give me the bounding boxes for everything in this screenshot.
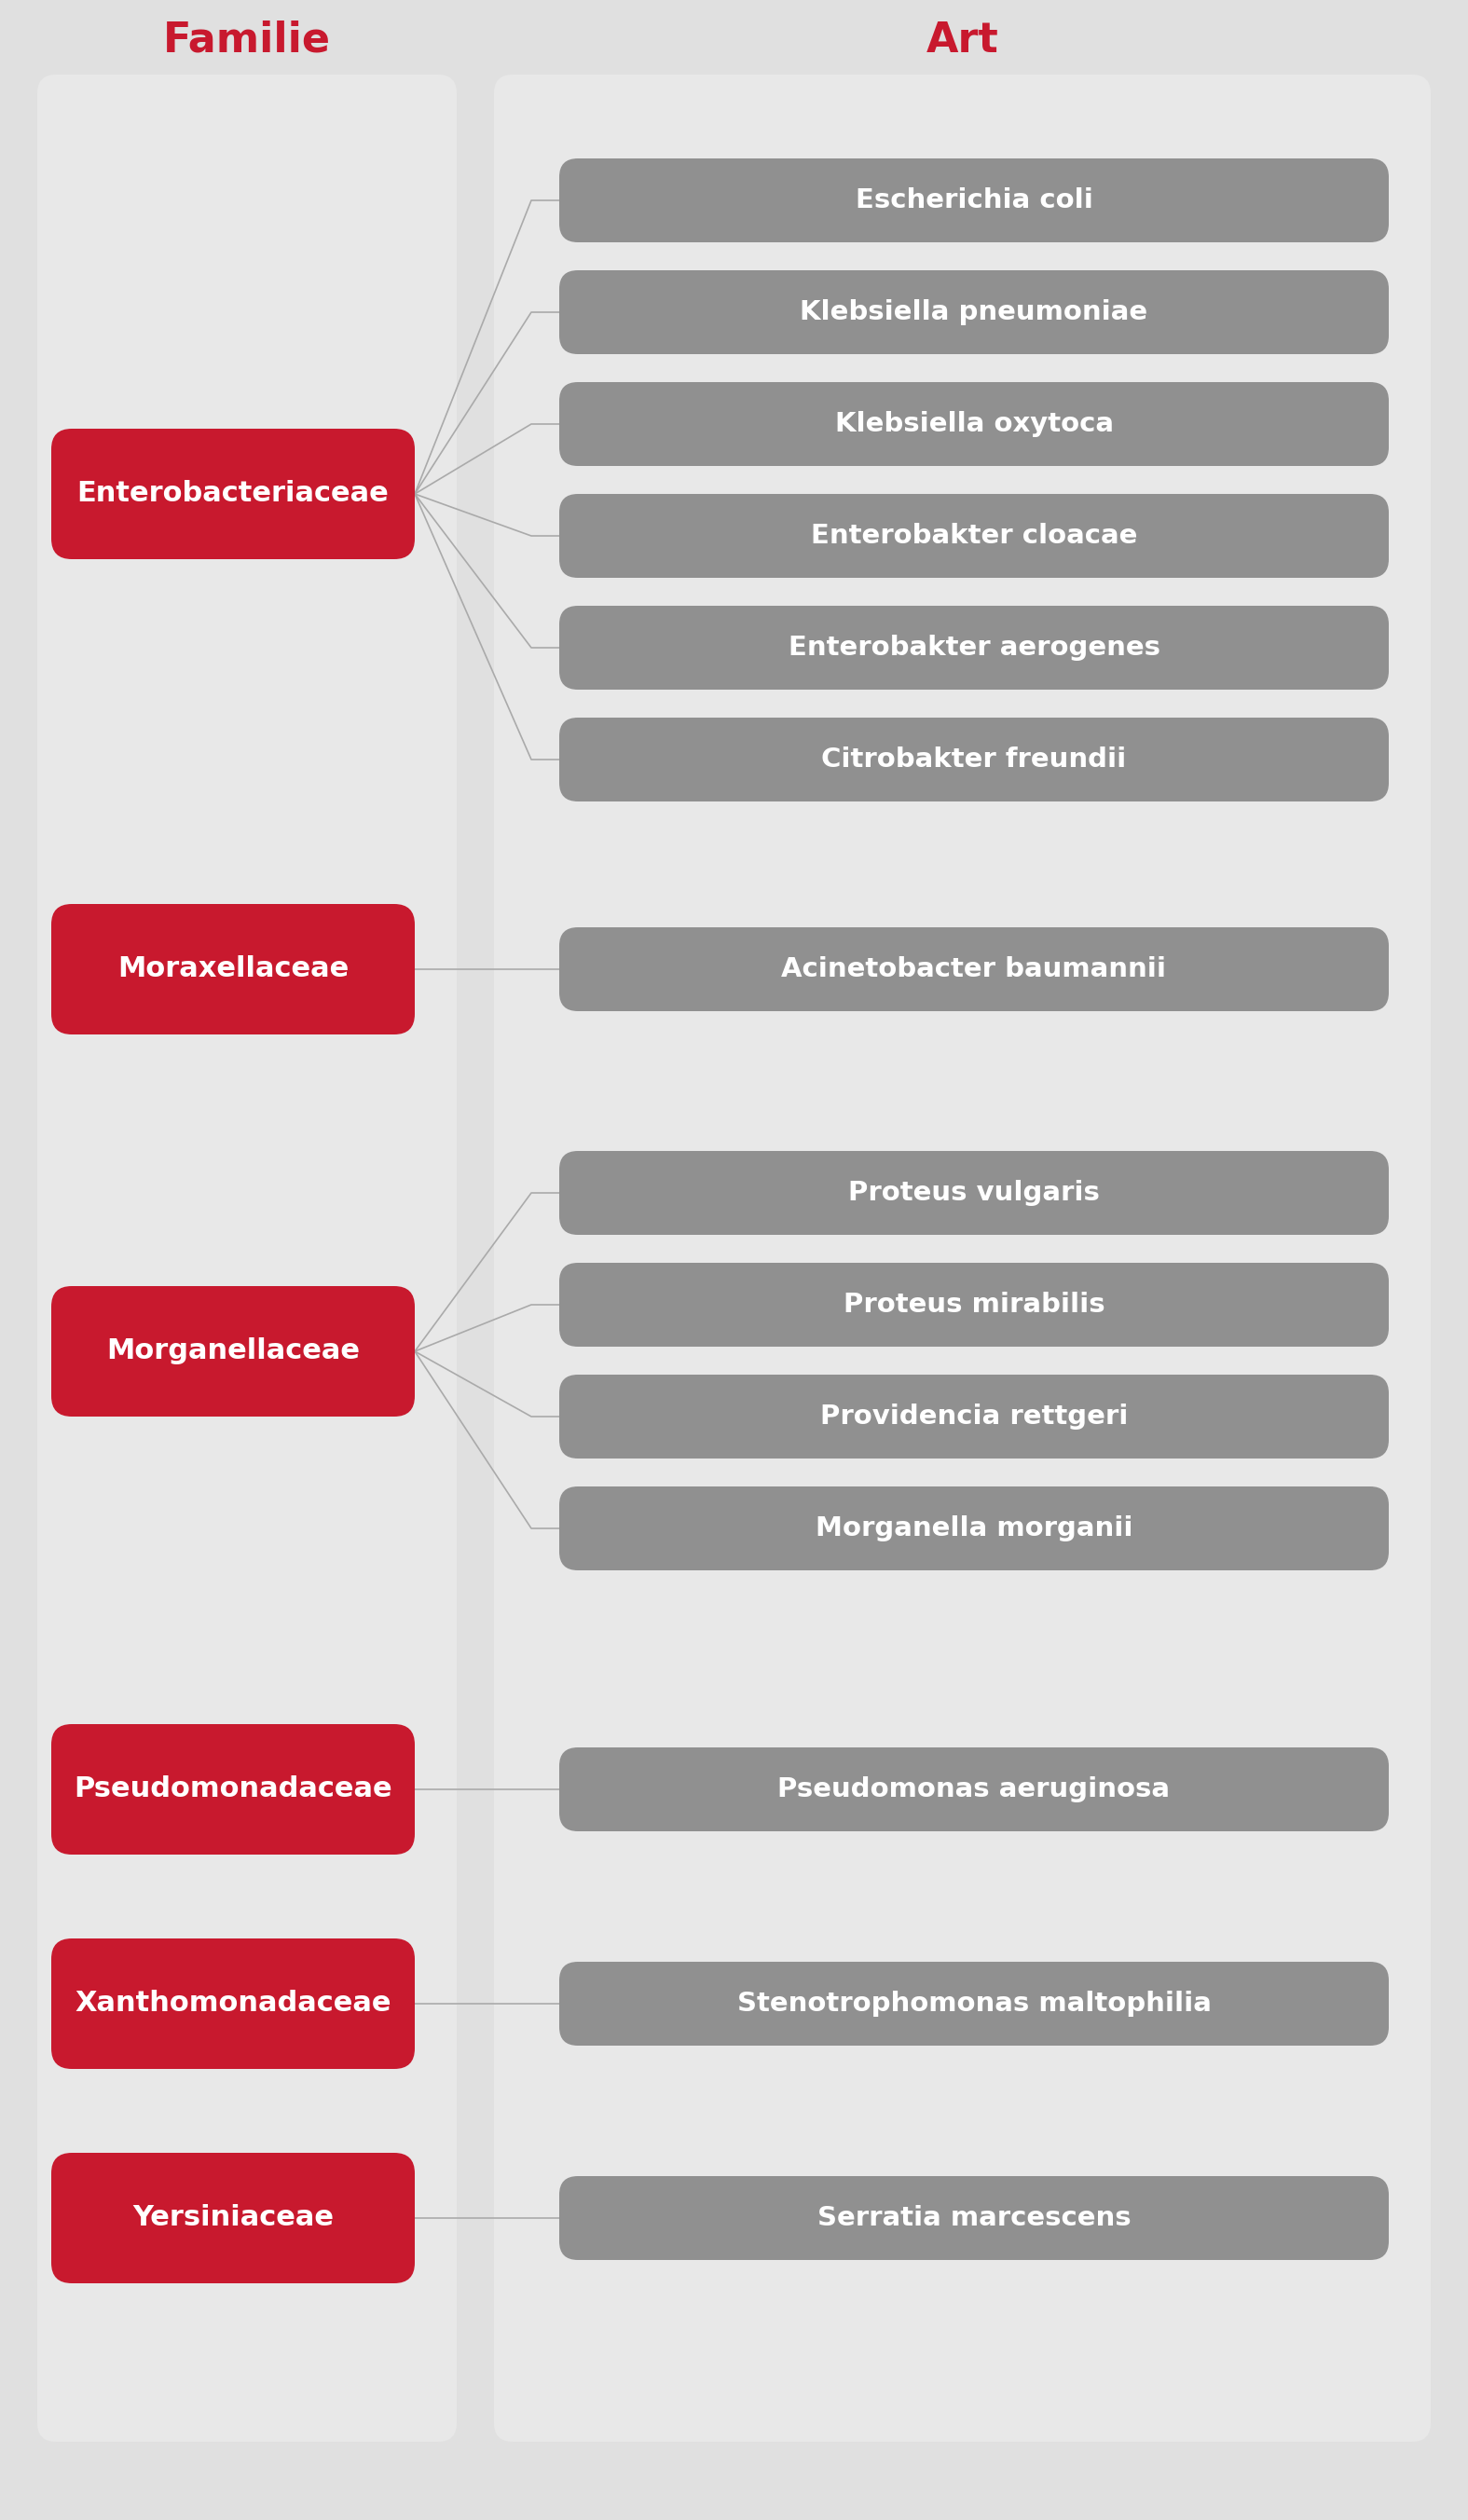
Text: Serratia marcescens: Serratia marcescens bbox=[818, 2205, 1130, 2230]
Text: Familie: Familie bbox=[163, 20, 330, 60]
Text: Klebsiella pneumoniae: Klebsiella pneumoniae bbox=[800, 300, 1148, 325]
Text: Pseudomonadaceae: Pseudomonadaceae bbox=[73, 1777, 392, 1802]
FancyBboxPatch shape bbox=[51, 1938, 415, 2069]
FancyBboxPatch shape bbox=[559, 1263, 1389, 1346]
Text: Moraxellaceae: Moraxellaceae bbox=[117, 955, 349, 983]
Text: Morganellaceae: Morganellaceae bbox=[106, 1338, 360, 1366]
Text: Enterobakter cloacae: Enterobakter cloacae bbox=[810, 522, 1138, 549]
FancyBboxPatch shape bbox=[51, 2152, 415, 2283]
Text: Stenotrophomonas maltophilia: Stenotrophomonas maltophilia bbox=[737, 1991, 1211, 2016]
FancyBboxPatch shape bbox=[559, 1373, 1389, 1459]
FancyBboxPatch shape bbox=[559, 383, 1389, 466]
Text: Enterobakter aerogenes: Enterobakter aerogenes bbox=[788, 635, 1160, 660]
Text: Morganella morganii: Morganella morganii bbox=[815, 1515, 1133, 1542]
FancyBboxPatch shape bbox=[559, 1961, 1389, 2046]
FancyBboxPatch shape bbox=[559, 605, 1389, 690]
FancyBboxPatch shape bbox=[559, 1487, 1389, 1570]
Text: Pseudomonas aeruginosa: Pseudomonas aeruginosa bbox=[778, 1777, 1170, 1802]
Text: Xanthomonadaceae: Xanthomonadaceae bbox=[75, 1991, 392, 2016]
FancyBboxPatch shape bbox=[559, 270, 1389, 355]
FancyBboxPatch shape bbox=[51, 428, 415, 559]
FancyBboxPatch shape bbox=[51, 1724, 415, 1855]
FancyBboxPatch shape bbox=[559, 927, 1389, 1011]
FancyBboxPatch shape bbox=[559, 2177, 1389, 2260]
Text: Yersiniaceae: Yersiniaceae bbox=[132, 2205, 333, 2233]
FancyBboxPatch shape bbox=[495, 76, 1431, 2442]
Text: Proteus vulgaris: Proteus vulgaris bbox=[849, 1179, 1100, 1207]
FancyBboxPatch shape bbox=[559, 494, 1389, 577]
FancyBboxPatch shape bbox=[559, 1746, 1389, 1832]
FancyBboxPatch shape bbox=[559, 1152, 1389, 1235]
Text: Art: Art bbox=[926, 20, 998, 60]
FancyBboxPatch shape bbox=[559, 159, 1389, 242]
Text: Enterobacteriaceae: Enterobacteriaceae bbox=[76, 481, 389, 507]
FancyBboxPatch shape bbox=[51, 1285, 415, 1416]
Text: Proteus mirabilis: Proteus mirabilis bbox=[843, 1293, 1105, 1318]
FancyBboxPatch shape bbox=[37, 76, 457, 2442]
Text: Providencia rettgeri: Providencia rettgeri bbox=[821, 1404, 1127, 1429]
FancyBboxPatch shape bbox=[51, 905, 415, 1036]
Text: Escherichia coli: Escherichia coli bbox=[856, 186, 1092, 214]
Text: Acinetobacter baumannii: Acinetobacter baumannii bbox=[781, 955, 1167, 983]
Text: Klebsiella oxytoca: Klebsiella oxytoca bbox=[835, 411, 1113, 436]
Text: Citrobakter freundii: Citrobakter freundii bbox=[822, 746, 1126, 774]
FancyBboxPatch shape bbox=[559, 718, 1389, 801]
